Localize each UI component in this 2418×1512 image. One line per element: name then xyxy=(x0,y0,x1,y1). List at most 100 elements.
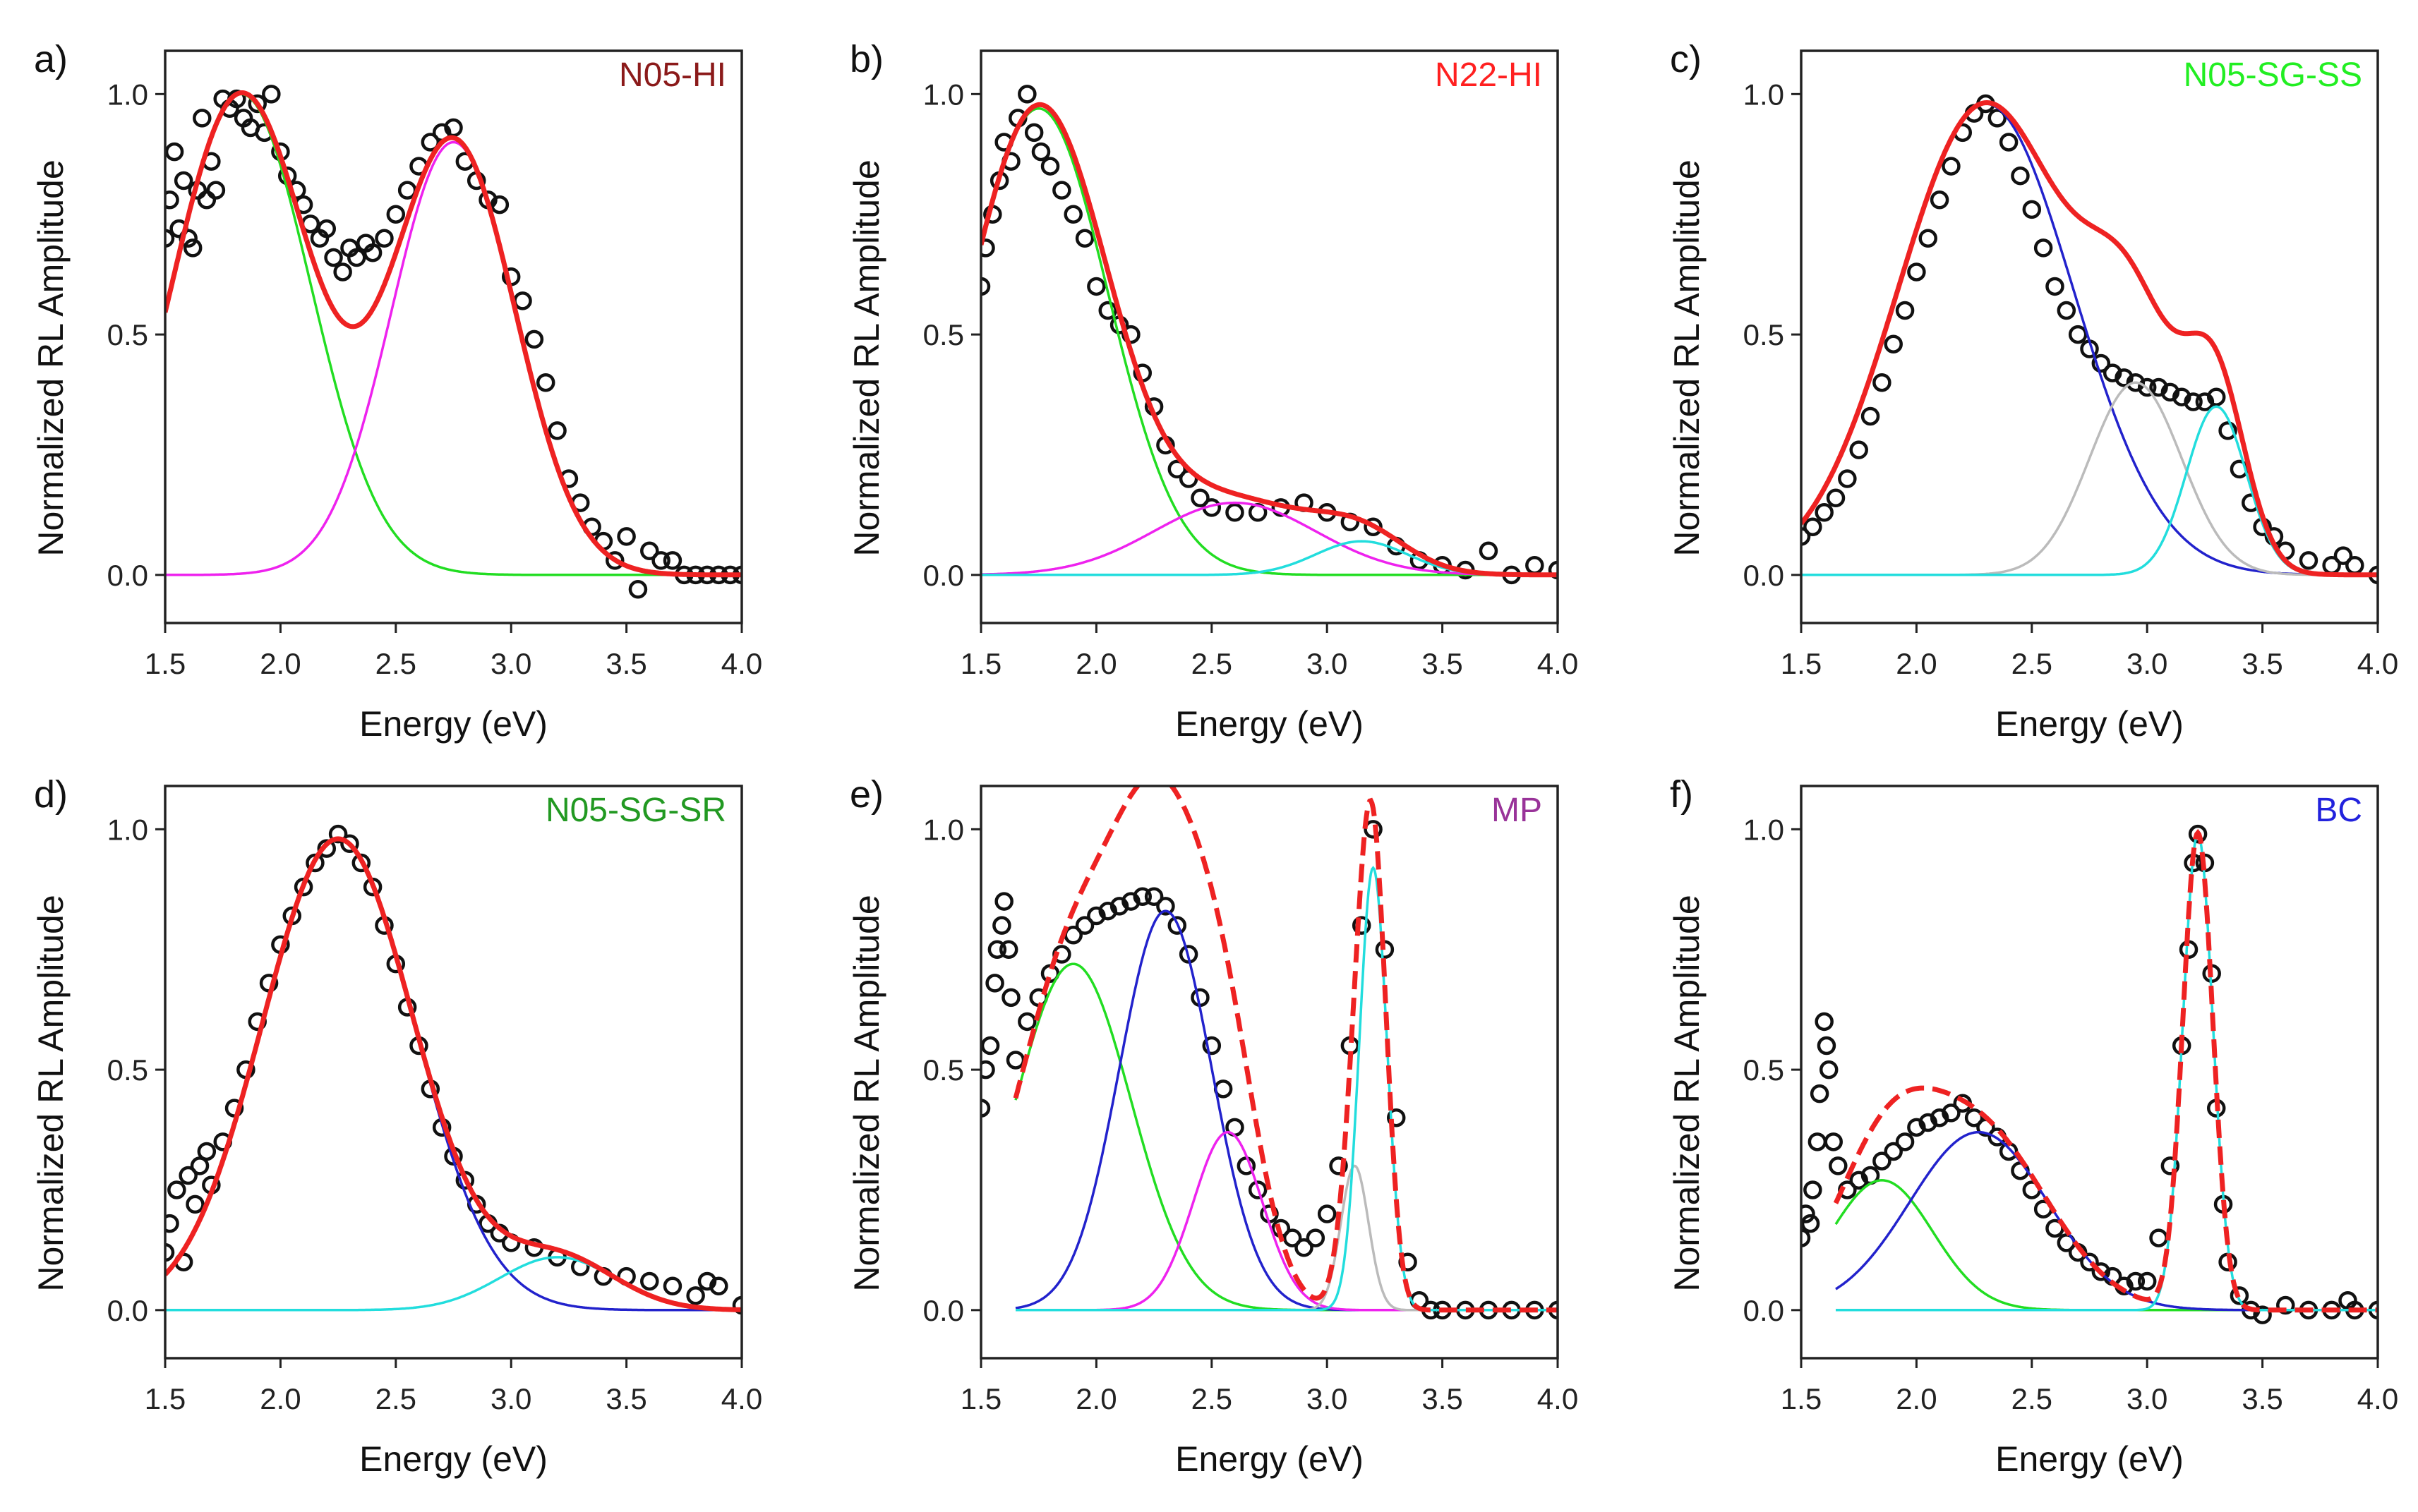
y-tick-label: 1.0 xyxy=(1743,813,1784,846)
data-point xyxy=(1087,277,1106,296)
data-point xyxy=(686,1286,705,1305)
plot-frame xyxy=(164,785,743,1360)
data-point xyxy=(262,85,281,104)
data-point xyxy=(193,109,212,128)
component-curve xyxy=(165,92,742,576)
x-tick-label: 2.5 xyxy=(1191,647,1232,680)
data-point xyxy=(1248,1180,1268,1199)
data-point xyxy=(1964,1108,1984,1127)
data-point xyxy=(1225,503,1244,522)
data-point xyxy=(981,238,995,258)
y-tick-label: 0.5 xyxy=(923,318,964,351)
plot-area xyxy=(981,786,1558,1320)
data-point xyxy=(174,171,193,190)
data-point xyxy=(2068,325,2088,344)
x-tick-label: 2.5 xyxy=(2011,647,2052,680)
data-point xyxy=(981,1060,995,1079)
plot-area xyxy=(1801,824,2378,1324)
panel-e: 1.5 2.0 2.5 3.0 3.5 4.0 0.0 0.5 1.0 e) MP Energy (e… xyxy=(847,773,1578,1479)
x-tick-label: 4.0 xyxy=(2357,647,2398,680)
panel-d: 1.5 2.0 2.5 3.0 3.5 4.0 0.0 0.5 1.0 d) N05-SG-SR En… xyxy=(31,773,762,1479)
data-point xyxy=(363,243,383,262)
y-tick-label: 1.0 xyxy=(107,78,148,111)
data-point xyxy=(606,551,625,570)
data-point xyxy=(2206,387,2226,406)
data-point xyxy=(2126,1271,2146,1291)
data-point xyxy=(1801,1204,1815,1223)
component-curve xyxy=(981,501,1558,576)
data-point xyxy=(992,916,1011,935)
data-point xyxy=(981,1036,1000,1056)
x-tick-label: 2.0 xyxy=(260,647,301,680)
data-point xyxy=(2253,1305,2272,1324)
x-tick-label: 4.0 xyxy=(721,647,762,680)
x-axis-label: Energy (eV) xyxy=(1995,1439,2184,1479)
data-point xyxy=(2022,200,2042,219)
data-point xyxy=(1815,503,1834,522)
data-point xyxy=(1803,1180,1822,1199)
data-point xyxy=(1872,1151,1891,1171)
data-point xyxy=(617,527,636,546)
data-point xyxy=(1860,406,1880,426)
plot-area xyxy=(1801,94,2378,585)
data-point xyxy=(1352,916,1371,935)
data-point xyxy=(165,190,179,210)
data-point xyxy=(1109,897,1129,916)
data-point xyxy=(1006,1051,1025,1070)
data-point xyxy=(536,373,555,392)
y-tick-label: 0.0 xyxy=(107,1294,148,1327)
panel-letter: d) xyxy=(34,773,68,816)
y-tick-label: 1.0 xyxy=(923,78,964,111)
sample-label: MP xyxy=(1491,792,1542,829)
data-point xyxy=(1018,1012,1037,1032)
y-tick-label: 0.0 xyxy=(923,1294,964,1327)
data-point xyxy=(981,1099,991,1118)
x-tick-label: 1.5 xyxy=(961,1382,1002,1415)
data-point xyxy=(2276,1295,2295,1315)
data-point xyxy=(1133,887,1153,906)
data-point xyxy=(197,190,217,210)
data-point xyxy=(347,248,366,267)
data-point xyxy=(2091,353,2111,373)
data-point xyxy=(513,291,532,310)
x-tick-label: 3.5 xyxy=(1421,647,1462,680)
data-point xyxy=(1282,1228,1302,1247)
data-point xyxy=(1801,1228,1811,1247)
component-curve xyxy=(1834,1179,2378,1312)
x-tick-label: 2.0 xyxy=(1076,647,1117,680)
data-point xyxy=(1918,229,1937,248)
y-axis-label: Normalized RL Amplitude xyxy=(31,895,71,1291)
data-point xyxy=(1386,1108,1406,1127)
data-point xyxy=(994,892,1013,911)
panel-letter: c) xyxy=(1670,38,1702,80)
data-point xyxy=(1098,301,1117,320)
data-point xyxy=(1849,1171,1868,1190)
data-point xyxy=(2126,373,2146,392)
panel-f: 1.5 2.0 2.5 3.0 3.5 4.0 0.0 0.5 1.0 f) BC Energy (e… xyxy=(1667,773,2398,1479)
data-point xyxy=(1884,334,1903,353)
y-tick-label: 0.5 xyxy=(923,1053,964,1087)
y-tick-label: 0.5 xyxy=(107,318,148,351)
data-point xyxy=(1002,988,1021,1008)
x-axis-label: Energy (eV) xyxy=(1175,704,1364,744)
data-point xyxy=(1040,157,1060,176)
data-point xyxy=(1317,1204,1337,1223)
data-point xyxy=(1121,892,1141,911)
y-tick-label: 0.0 xyxy=(1743,1294,1784,1327)
panel-letter: f) xyxy=(1670,773,1693,816)
y-tick-label: 1.0 xyxy=(107,813,148,846)
x-tick-label: 2.5 xyxy=(1191,1382,1232,1415)
y-axis-label: Normalized RL Amplitude xyxy=(847,895,886,1291)
x-tick-label: 3.5 xyxy=(1421,1382,1462,1415)
data-point xyxy=(1075,916,1095,935)
data-point xyxy=(2011,166,2030,186)
plot-frame xyxy=(980,785,1559,1360)
data-point xyxy=(1829,1156,1848,1175)
sample-label: N05-SG-SS xyxy=(2184,56,2362,94)
data-point xyxy=(206,181,226,200)
data-point xyxy=(2333,546,2353,565)
x-tick-label: 3.0 xyxy=(2127,1382,2167,1415)
plot-frame xyxy=(1800,785,2379,1360)
data-point xyxy=(1895,1132,1915,1151)
data-point xyxy=(651,551,670,570)
